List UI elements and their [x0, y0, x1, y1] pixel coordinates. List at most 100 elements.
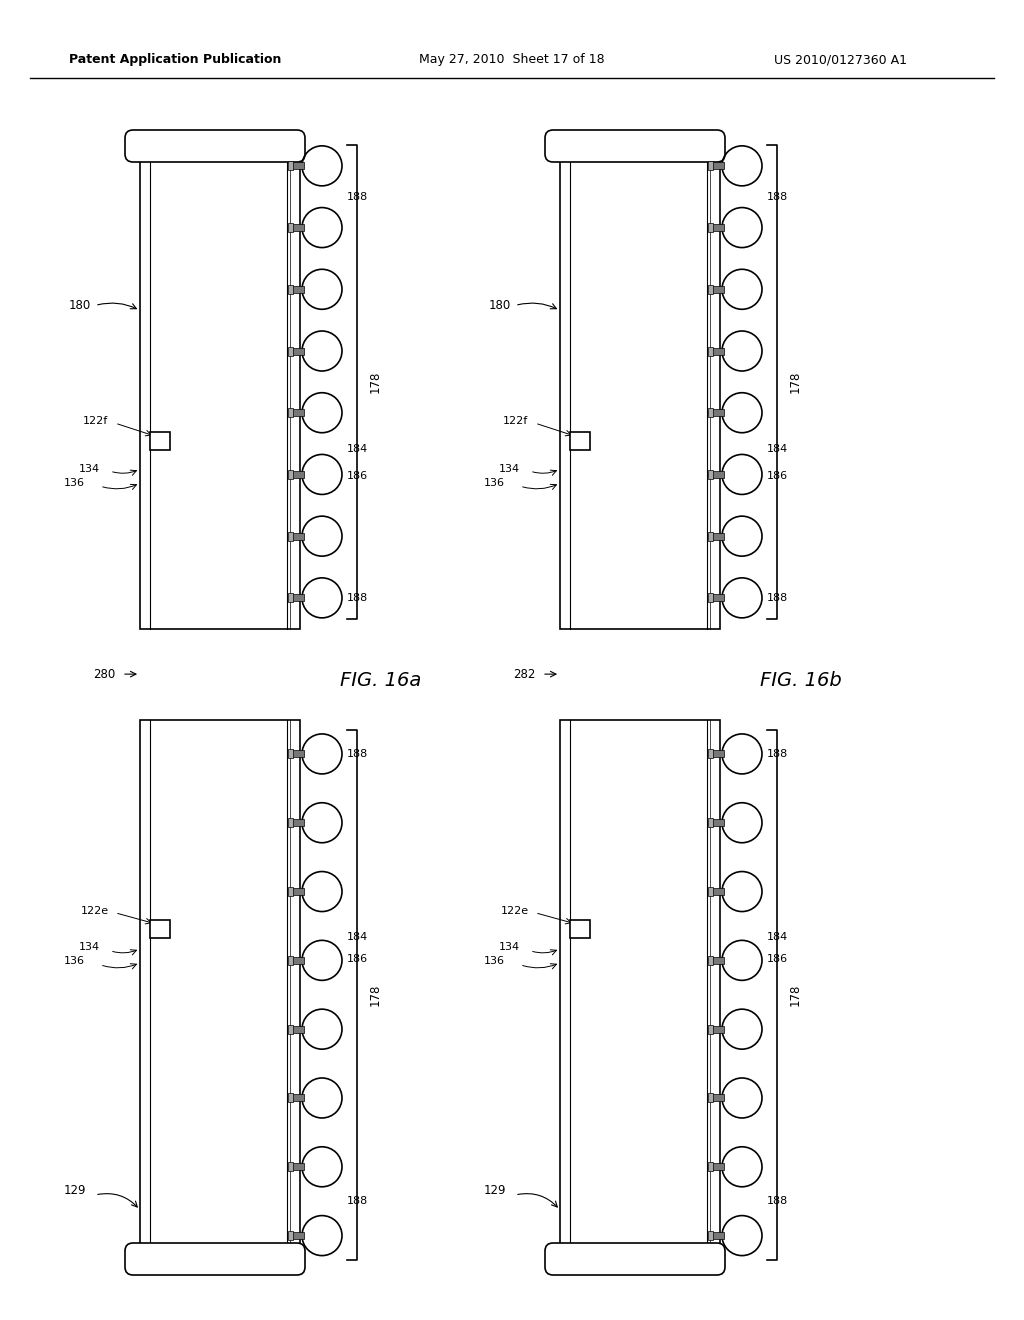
Text: 136: 136 — [484, 956, 505, 966]
Bar — [712, 957, 724, 964]
Bar — [288, 956, 293, 965]
Bar — [708, 956, 713, 965]
Text: 186: 186 — [347, 471, 368, 480]
Bar — [708, 161, 713, 170]
Bar — [288, 532, 293, 541]
Text: 188: 188 — [347, 1196, 369, 1206]
Bar — [292, 1232, 304, 1239]
Bar — [712, 224, 724, 231]
Bar — [708, 470, 713, 479]
Bar — [292, 1026, 304, 1032]
Bar — [150, 432, 170, 450]
Bar — [292, 471, 304, 478]
Bar — [292, 224, 304, 231]
Bar — [288, 285, 293, 294]
Bar — [712, 888, 724, 895]
Text: 134: 134 — [79, 941, 100, 952]
Text: 180: 180 — [488, 300, 511, 312]
Text: 122e: 122e — [501, 906, 529, 916]
FancyBboxPatch shape — [125, 1243, 305, 1275]
FancyBboxPatch shape — [125, 129, 305, 162]
Text: 282: 282 — [513, 668, 535, 681]
Text: 136: 136 — [63, 956, 85, 966]
Bar — [712, 1094, 724, 1101]
Text: 184: 184 — [767, 444, 788, 454]
FancyBboxPatch shape — [545, 1243, 725, 1275]
Bar — [712, 1026, 724, 1032]
Bar — [292, 751, 304, 758]
Text: 122f: 122f — [82, 416, 108, 426]
Bar — [708, 285, 713, 294]
FancyBboxPatch shape — [549, 132, 563, 158]
Text: 122f: 122f — [503, 416, 527, 426]
Bar — [292, 533, 304, 540]
Text: 178: 178 — [369, 371, 382, 393]
Bar — [708, 1163, 713, 1171]
Bar — [712, 594, 724, 602]
Bar — [560, 719, 720, 1270]
Bar — [292, 957, 304, 964]
Bar — [708, 532, 713, 541]
Text: 184: 184 — [347, 444, 369, 454]
Bar — [712, 1163, 724, 1171]
Text: 180: 180 — [69, 300, 91, 312]
Bar — [708, 1232, 713, 1239]
Bar — [712, 820, 724, 826]
Text: 129: 129 — [483, 1184, 506, 1196]
Bar — [288, 594, 293, 602]
Text: 134: 134 — [499, 941, 520, 952]
Bar — [712, 409, 724, 416]
Bar — [140, 719, 300, 1270]
Text: 122e: 122e — [81, 906, 110, 916]
Bar — [570, 432, 590, 450]
Bar — [708, 887, 713, 896]
Bar — [560, 135, 720, 628]
Bar — [288, 1024, 293, 1034]
Text: 178: 178 — [369, 983, 382, 1006]
Text: 186: 186 — [767, 954, 788, 964]
Bar — [570, 920, 590, 937]
Text: 178: 178 — [788, 983, 802, 1006]
Text: 188: 188 — [767, 191, 788, 202]
Text: 280: 280 — [93, 668, 115, 681]
Text: 134: 134 — [499, 465, 520, 474]
Text: 184: 184 — [767, 932, 788, 941]
Text: 188: 188 — [347, 191, 369, 202]
Text: 178: 178 — [788, 371, 802, 393]
Text: 188: 188 — [347, 593, 369, 603]
Bar — [708, 594, 713, 602]
Text: 129: 129 — [63, 1184, 86, 1196]
Text: FIG. 16b: FIG. 16b — [760, 671, 842, 689]
Text: May 27, 2010  Sheet 17 of 18: May 27, 2010 Sheet 17 of 18 — [419, 54, 605, 66]
Bar — [708, 1024, 713, 1034]
Text: 186: 186 — [347, 954, 368, 964]
Bar — [288, 887, 293, 896]
Text: Patent Application Publication: Patent Application Publication — [69, 54, 282, 66]
Text: 186: 186 — [767, 471, 788, 480]
Bar — [288, 1232, 293, 1239]
Bar — [708, 223, 713, 232]
Bar — [292, 594, 304, 602]
Bar — [288, 1093, 293, 1102]
Bar — [708, 818, 713, 828]
FancyBboxPatch shape — [545, 129, 725, 162]
Bar — [292, 162, 304, 169]
Bar — [288, 470, 293, 479]
Text: 182: 182 — [274, 144, 296, 154]
Bar — [288, 161, 293, 170]
Bar — [150, 920, 170, 937]
Bar — [712, 347, 724, 355]
Text: 188: 188 — [347, 748, 369, 759]
Text: 136: 136 — [484, 478, 505, 488]
Bar — [292, 409, 304, 416]
Bar — [288, 223, 293, 232]
Bar — [708, 1093, 713, 1102]
Bar — [288, 408, 293, 417]
Text: 182: 182 — [694, 144, 716, 154]
Text: 188: 188 — [767, 748, 788, 759]
Bar — [708, 408, 713, 417]
Bar — [292, 820, 304, 826]
Bar — [708, 750, 713, 759]
Bar — [292, 286, 304, 293]
Bar — [708, 347, 713, 355]
